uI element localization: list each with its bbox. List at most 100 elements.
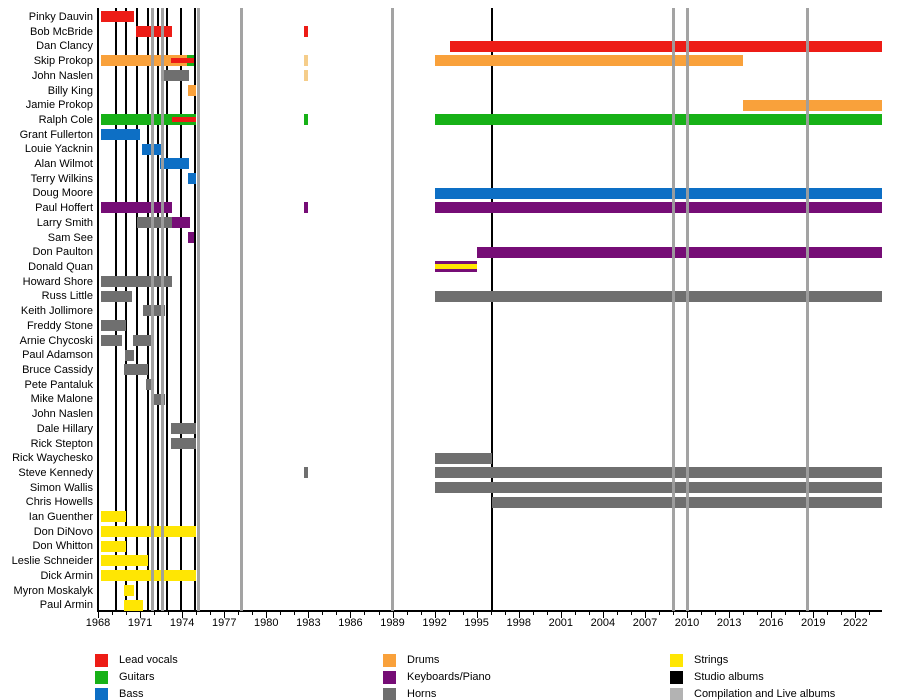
timeline-bar bbox=[476, 246, 882, 258]
legend-item-horns: Horns bbox=[383, 688, 643, 700]
member-label: Steve Kennedy bbox=[18, 466, 93, 479]
timeline-bar bbox=[170, 58, 195, 64]
compilation-live-album-line bbox=[391, 8, 395, 611]
plot-area bbox=[98, 8, 882, 611]
member-label: Pinky Dauvin bbox=[28, 11, 93, 23]
timeline-bar bbox=[100, 128, 141, 140]
x-axis-minor-tick bbox=[841, 612, 843, 615]
member-label: Mike Malone bbox=[30, 393, 93, 406]
studio-album-line bbox=[179, 8, 182, 611]
timeline-bar bbox=[100, 276, 173, 288]
x-axis-major-tick bbox=[224, 612, 226, 618]
x-axis-minor-tick bbox=[757, 612, 759, 615]
x-axis-major-tick bbox=[98, 612, 99, 618]
member-label: Dick Armin bbox=[40, 569, 93, 582]
axis-year-label: 1968 bbox=[85, 617, 111, 629]
member-label: Simon Wallis bbox=[29, 481, 93, 494]
axis-year-label: 1977 bbox=[211, 617, 237, 629]
legend-label: Drums bbox=[407, 654, 440, 666]
timeline-bar bbox=[100, 540, 127, 552]
timeline-bar bbox=[100, 526, 197, 538]
studio-album-line bbox=[193, 8, 196, 611]
timeline-bar bbox=[187, 231, 195, 243]
axis-year-label: 2010 bbox=[674, 617, 700, 629]
legend-swatch-comp_live_albums bbox=[670, 688, 683, 700]
timeline-bar bbox=[435, 452, 493, 464]
x-axis-minor-tick bbox=[168, 612, 170, 615]
legend-swatch-keyboards bbox=[383, 671, 396, 684]
legend-item-drums: Drums bbox=[383, 654, 643, 668]
legend-label: Studio albums bbox=[694, 671, 764, 683]
timeline-bar bbox=[123, 584, 135, 596]
member-label: Myron Moskalyk bbox=[13, 584, 93, 597]
axis-year-label: 1998 bbox=[506, 617, 531, 629]
x-axis-major-tick bbox=[140, 612, 142, 618]
timeline-bar bbox=[123, 599, 143, 611]
x-axis-minor-tick bbox=[238, 612, 240, 615]
member-label: Arnie Chycoski bbox=[19, 334, 93, 347]
x-axis-minor-tick bbox=[154, 612, 156, 615]
x-axis-minor-tick bbox=[869, 612, 871, 615]
legend-label: Strings bbox=[694, 654, 729, 666]
legend-label: Bass bbox=[119, 688, 144, 700]
legend-label: Guitars bbox=[119, 671, 155, 683]
timeline-bar bbox=[435, 187, 882, 199]
timeline-bar bbox=[133, 334, 152, 346]
member-label: Don DiNovo bbox=[33, 525, 93, 538]
x-axis-major-tick bbox=[392, 612, 394, 618]
timeline-bar bbox=[304, 114, 309, 126]
compilation-live-album-line bbox=[685, 8, 689, 611]
member-label: Sam See bbox=[47, 231, 93, 244]
timeline-bar bbox=[435, 55, 744, 67]
timeline-bar bbox=[172, 217, 190, 229]
member-label: Bruce Cassidy bbox=[22, 363, 93, 376]
timeline-bar bbox=[100, 202, 173, 214]
axis-year-label: 2007 bbox=[632, 617, 658, 629]
timeline-bar bbox=[145, 378, 155, 390]
timeline-bar bbox=[435, 114, 882, 126]
x-axis-minor-tick bbox=[701, 612, 703, 615]
member-label: Keith Jollimore bbox=[20, 305, 93, 318]
x-axis-minor-tick bbox=[799, 612, 801, 615]
timeline-bar bbox=[100, 320, 127, 332]
member-label: Grant Fullerton bbox=[19, 128, 93, 141]
x-axis-labels: 1968 1971 1974 1977 1980 1983 1986 1989 1992 1995… bbox=[86, 617, 900, 633]
x-axis-major-tick bbox=[308, 612, 310, 618]
x-axis-major-tick bbox=[518, 612, 520, 618]
legend: Lead vocals Guitars Bass Drums Keyboards/Pia… bbox=[0, 648, 900, 700]
x-axis-major-tick bbox=[813, 612, 815, 618]
axis-year-label: 1995 bbox=[464, 617, 489, 629]
x-axis-minor-tick bbox=[659, 612, 660, 615]
compilation-live-album-line bbox=[671, 8, 675, 611]
timeline-bar bbox=[435, 467, 882, 479]
timeline-bar bbox=[304, 26, 309, 37]
x-axis-minor-tick bbox=[364, 612, 366, 615]
member-label: Freddy Stone bbox=[26, 319, 93, 332]
x-axis-minor-tick bbox=[630, 612, 632, 615]
member-label: Don Whitton bbox=[32, 540, 93, 553]
axis-year-label: 2016 bbox=[758, 617, 784, 629]
timeline-bar bbox=[159, 158, 190, 170]
timeline-bar bbox=[743, 99, 882, 111]
x-axis-minor-tick bbox=[210, 612, 212, 615]
member-label: Jamie Prokop bbox=[25, 99, 93, 112]
x-axis-major-tick bbox=[266, 612, 268, 618]
legend-item-comp_live_albums: Compilation and Live albums bbox=[670, 688, 900, 700]
member-label: Don Paulton bbox=[32, 246, 93, 259]
compilation-live-album-line bbox=[151, 8, 155, 611]
member-label: Alan Wilmot bbox=[34, 158, 93, 171]
x-axis-major-tick bbox=[434, 612, 436, 618]
x-axis-major-tick bbox=[729, 612, 731, 618]
axis-year-label: 1971 bbox=[127, 617, 153, 629]
member-label: Paul Hoffert bbox=[35, 202, 93, 215]
axis-year-label: 1974 bbox=[169, 617, 195, 629]
studio-album-line bbox=[115, 8, 118, 611]
timeline-bar bbox=[170, 423, 197, 435]
legend-label: Horns bbox=[407, 688, 437, 700]
member-label: John Naslen bbox=[31, 69, 93, 82]
legend-swatch-horns bbox=[383, 688, 396, 700]
timeline-bar bbox=[136, 217, 173, 229]
legend-swatch-bass bbox=[95, 688, 108, 700]
x-axis-minor-tick bbox=[252, 612, 254, 615]
timeline-bar bbox=[154, 393, 166, 405]
